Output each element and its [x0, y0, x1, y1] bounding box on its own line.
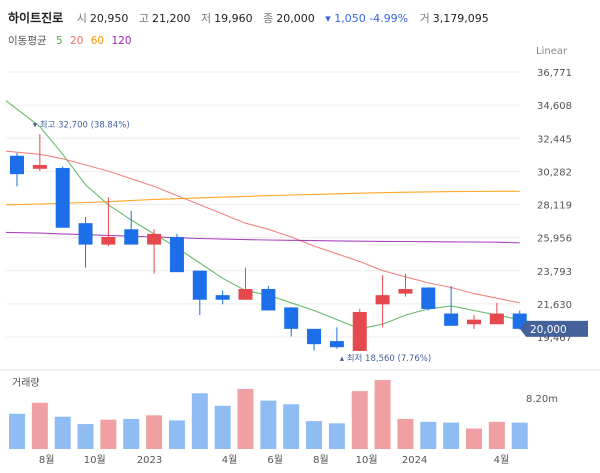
low-value: 19,960: [214, 12, 253, 25]
candle-body[interactable]: [489, 313, 504, 325]
candle-body[interactable]: [307, 328, 322, 345]
last-price-badge: [526, 320, 588, 337]
x-tick-label: 10월: [356, 454, 378, 466]
volume-bar[interactable]: [214, 405, 231, 449]
volume-bar[interactable]: [31, 402, 48, 449]
candle-body[interactable]: [398, 289, 413, 294]
y-tick-label: 19,467: [537, 333, 572, 344]
volume-bar[interactable]: [168, 420, 185, 449]
volume-bar[interactable]: [283, 404, 300, 449]
last-price-pointer: [520, 320, 526, 337]
candle-body[interactable]: [78, 223, 93, 245]
close-value: 20,000: [276, 12, 315, 25]
candle-body[interactable]: [192, 270, 207, 300]
last-price-label: 20,000: [530, 324, 567, 336]
candle-body[interactable]: [238, 289, 253, 300]
y-tick-label: 36,771: [537, 68, 572, 79]
candle-body[interactable]: [55, 168, 70, 228]
ma-legend-120: 120: [111, 35, 132, 47]
high-label: 고: [138, 12, 149, 25]
candle-body[interactable]: [215, 295, 230, 300]
volume-tick-label: 8.20m: [526, 394, 558, 405]
candle-body[interactable]: [169, 236, 184, 273]
volume-bar[interactable]: [237, 388, 254, 449]
candle-body[interactable]: [261, 289, 276, 311]
volume-bar[interactable]: [54, 416, 71, 449]
volume-bar[interactable]: [191, 393, 208, 449]
high-annotation: ▾ 최고 32,700 (38.84%): [33, 119, 130, 130]
x-tick-label: 8월: [39, 454, 55, 466]
volume-bar[interactable]: [260, 400, 277, 449]
candle-body[interactable]: [10, 155, 24, 175]
candle-body[interactable]: [421, 287, 436, 309]
x-tick-label: 10월: [84, 454, 106, 466]
volume-bar[interactable]: [100, 419, 117, 449]
x-tick-label: 6월: [267, 454, 283, 466]
open-label: 시: [76, 12, 87, 25]
x-tick-label: 2023: [137, 455, 162, 466]
y-tick-label: 21,630: [537, 300, 572, 311]
candle-body[interactable]: [375, 295, 390, 305]
candle-body[interactable]: [284, 307, 299, 329]
candle-body[interactable]: [32, 164, 47, 169]
x-tick-label: 2024: [402, 455, 427, 466]
ma20-line: [5, 150, 520, 304]
price-summary: 하이트진로 시 20,950 고 21,200 저 19,960 종 20,000 ▾ …: [8, 9, 496, 26]
ma-legend-title: 이동평균: [8, 35, 47, 47]
x-tick-label: 4월: [494, 454, 510, 466]
candle-body[interactable]: [101, 236, 116, 245]
y-tick-label: 28,119: [537, 201, 572, 212]
volume-bar[interactable]: [374, 380, 391, 449]
y-tick-label: 32,445: [537, 134, 572, 145]
open-value: 20,950: [89, 12, 129, 25]
volume-bar[interactable]: [351, 391, 368, 449]
stock-name[interactable]: 하이트진로: [8, 11, 64, 25]
volume-bar[interactable]: [511, 422, 528, 449]
volume-title: 거래량: [12, 377, 40, 389]
volume-bar[interactable]: [466, 428, 482, 449]
volume-label: 거: [419, 12, 430, 25]
volume-bar[interactable]: [9, 413, 25, 449]
y-tick-label: 34,608: [537, 101, 572, 112]
candle-body[interactable]: [352, 311, 367, 351]
ma-legend-60: 60: [90, 35, 105, 47]
scale-toggle[interactable]: Linear: [536, 46, 568, 57]
volume-bar[interactable]: [397, 418, 414, 449]
high-value: 21,200: [151, 12, 191, 25]
header: 하이트진로 시 20,950 고 21,200 저 19,960 종 20,000 ▾ …: [0, 0, 600, 56]
ma-legend[interactable]: 이동평균 5 20 60 120: [8, 33, 132, 48]
volume-bar[interactable]: [123, 418, 140, 449]
close-label: 종: [263, 12, 274, 25]
volume-bar[interactable]: [420, 421, 437, 449]
ma-legend-20: 20: [70, 35, 84, 47]
low-annotation: ▴ 최저 18,560 (7.76%): [340, 353, 431, 364]
volume-bar[interactable]: [77, 424, 94, 449]
ma60-line: [5, 190, 520, 206]
x-tick-label: 4월: [222, 454, 238, 466]
y-tick-label: 30,282: [537, 167, 572, 178]
volume-bar[interactable]: [488, 421, 505, 449]
y-tick-label: 23,793: [537, 267, 572, 278]
candle-body[interactable]: [467, 319, 481, 325]
candle-body[interactable]: [329, 341, 344, 348]
candle-body[interactable]: [124, 229, 139, 245]
ma120-line: [5, 231, 520, 244]
ma-legend-5: 5: [55, 35, 63, 47]
candle-body[interactable]: [444, 313, 459, 326]
volume-bar[interactable]: [306, 421, 323, 449]
volume-bar[interactable]: [328, 423, 345, 449]
low-label: 저: [200, 12, 212, 25]
candle-body[interactable]: [147, 233, 162, 245]
volume-bar[interactable]: [443, 422, 460, 449]
x-tick-label: 8월: [313, 454, 329, 466]
y-tick-label: 25,956: [537, 234, 572, 245]
volume-bar[interactable]: [146, 415, 163, 449]
change-value: ▾ 1,050 -4.99%: [325, 12, 409, 25]
volume-value: 3,179,095: [432, 12, 489, 25]
